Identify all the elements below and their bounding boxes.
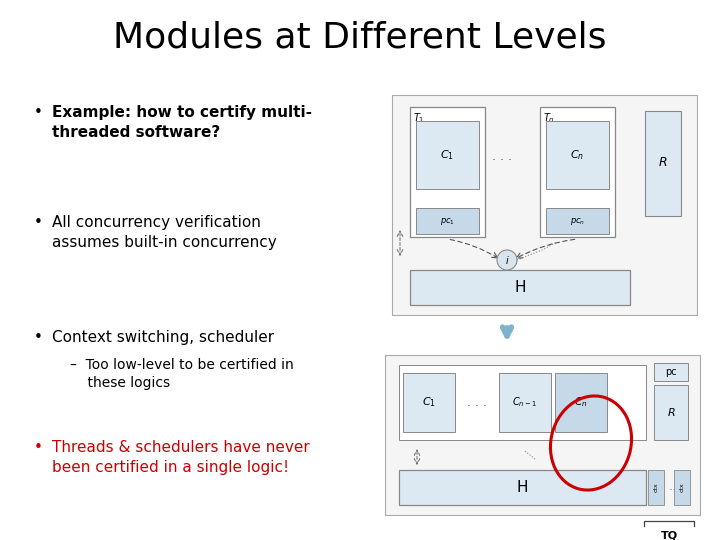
Bar (654, 363, 688, 381)
Text: •: • (34, 215, 42, 230)
Bar (416, 121, 479, 188)
Text: Threads & schedulers have never
been certified in a single logic!: Threads & schedulers have never been cer… (52, 440, 310, 475)
Bar (645, 111, 681, 216)
Text: $i$: $i$ (505, 254, 509, 266)
Text: •: • (34, 330, 42, 345)
Bar (410, 270, 630, 305)
Text: $R$: $R$ (667, 406, 675, 418)
Text: ...: ... (668, 483, 675, 492)
Text: $C_n$: $C_n$ (570, 148, 585, 161)
Text: $R$: $R$ (658, 157, 667, 170)
Text: . . .: . . . (492, 151, 512, 164)
Text: –  Too low-level to be certified in
    these logics: – Too low-level to be certified in these… (70, 358, 294, 390)
Text: All concurrency verification
assumes built-in concurrency: All concurrency verification assumes bui… (52, 215, 276, 251)
Text: Modules at Different Levels: Modules at Different Levels (113, 21, 607, 55)
Text: H: H (517, 480, 528, 495)
Text: $T_n$: $T_n$ (543, 111, 555, 125)
Text: . . .: . . . (467, 396, 487, 409)
Text: ctx: ctx (680, 483, 685, 492)
Bar (392, 95, 697, 315)
Text: $C_n$: $C_n$ (575, 396, 588, 409)
Text: pc: pc (665, 367, 677, 377)
Text: $C_1$: $C_1$ (422, 396, 436, 409)
Text: •: • (34, 105, 42, 120)
Text: $pc_n$: $pc_n$ (570, 216, 585, 227)
Bar (546, 208, 609, 234)
Text: $C_{n-1}$: $C_{n-1}$ (513, 396, 538, 409)
Text: ctx: ctx (654, 483, 659, 492)
Bar (648, 470, 664, 505)
Text: H: H (514, 280, 526, 294)
Bar (654, 385, 688, 440)
Bar (399, 470, 646, 505)
Bar (499, 373, 551, 432)
Text: $C_1$: $C_1$ (441, 148, 454, 161)
Bar (403, 373, 455, 432)
Bar (399, 365, 646, 440)
Bar (385, 355, 700, 515)
Text: •: • (34, 440, 42, 455)
Text: TQ: TQ (660, 530, 678, 540)
Text: Example: how to certify multi-
threaded software?: Example: how to certify multi- threaded … (52, 105, 312, 140)
Bar (546, 121, 609, 188)
Text: $T_1$: $T_1$ (413, 111, 425, 125)
Bar (674, 470, 690, 505)
Circle shape (497, 250, 517, 270)
Bar (540, 107, 615, 237)
Text: $pc_1$: $pc_1$ (440, 216, 455, 227)
Bar (410, 107, 485, 237)
Text: Context switching, scheduler: Context switching, scheduler (52, 330, 274, 345)
Bar (555, 373, 607, 432)
Bar (416, 208, 479, 234)
